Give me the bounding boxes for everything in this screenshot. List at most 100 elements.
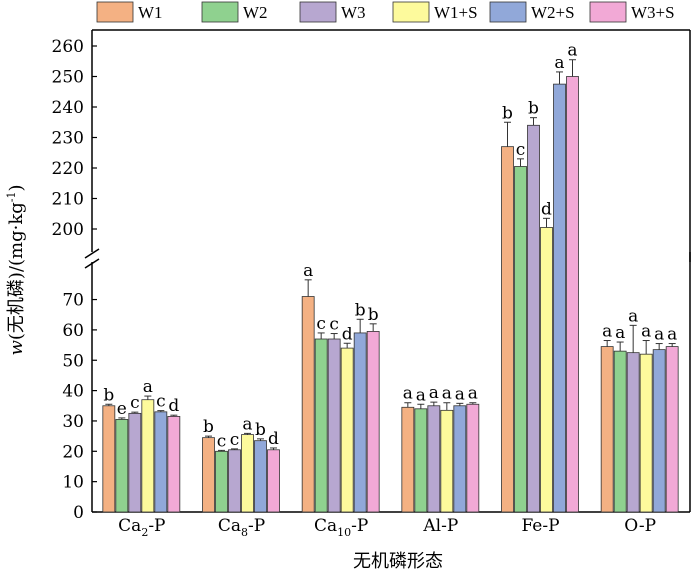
- legend: W1 W2 W3 W1+S W2+S W3+S: [96, 1, 675, 23]
- bar: [466, 403, 480, 513]
- y-tick-label: 70: [62, 291, 84, 311]
- significance-letter: c: [217, 431, 227, 451]
- significance-letter: b: [355, 300, 366, 320]
- y-tick-label: 250: [52, 68, 84, 88]
- legend-label: W3+S: [631, 3, 675, 22]
- bar: [440, 409, 454, 513]
- bar: [401, 406, 415, 513]
- legend-swatch: [201, 1, 239, 23]
- bar: [154, 411, 168, 513]
- axis-break-mark: [84, 258, 100, 269]
- y-tick-label: 50: [62, 351, 84, 371]
- category-label-suffix: -P: [248, 516, 265, 536]
- category-label: O-P: [624, 516, 656, 536]
- bar: [501, 146, 514, 513]
- bar: [115, 419, 129, 513]
- bar: [600, 346, 614, 513]
- y-axis-label-sup: -1: [5, 192, 18, 203]
- bar: [102, 405, 116, 513]
- bar: [639, 353, 653, 513]
- legend-swatch: [96, 1, 134, 23]
- y-tick-label: 230: [52, 129, 84, 149]
- tick-labels: 0 10 20 30 40 50 60 70 200 210 220 230 240 250 260: [52, 37, 84, 523]
- y-tick-label: 40: [62, 382, 84, 402]
- bar: [665, 346, 679, 513]
- significance-letter: b: [255, 420, 266, 440]
- category-label-suffix: -P: [351, 516, 368, 536]
- significance-letter: c: [516, 140, 526, 160]
- significance-letter: a: [442, 384, 452, 404]
- significance-letter: d: [541, 199, 552, 219]
- y-axis-label-close: ): [6, 184, 27, 191]
- y-tick-label: 0: [73, 503, 84, 523]
- significance-letter: a: [628, 306, 638, 326]
- bar: [626, 352, 640, 513]
- significance-letter: c: [156, 392, 166, 412]
- significance-letter: a: [641, 322, 651, 342]
- significance-letter: a: [403, 384, 413, 404]
- category-label: Ca2-P: [118, 516, 165, 539]
- legend-label: W2+S: [531, 3, 575, 22]
- y-tick-label: 10: [62, 473, 84, 493]
- category-label: Ca8-P: [218, 516, 265, 539]
- significance-letter: c: [130, 393, 140, 413]
- bar: [254, 440, 267, 513]
- bar: [414, 408, 428, 513]
- significance-letter: a: [303, 261, 313, 281]
- significance-letter: b: [203, 417, 214, 437]
- bar: [128, 412, 142, 513]
- category-label-main: Al-P: [422, 516, 458, 536]
- bar: [514, 166, 527, 513]
- y-axis-label-text: (无机磷)/(mg·kg: [6, 202, 27, 340]
- category-label-sub: 10: [337, 526, 351, 539]
- significance-letter: c: [230, 430, 240, 450]
- bar: [353, 332, 367, 513]
- legend-swatch: [589, 1, 627, 23]
- y-tick-label: 60: [62, 321, 84, 341]
- significance-letter: a: [455, 384, 465, 404]
- y-tick-label: 220: [52, 159, 84, 179]
- legend-swatch: [299, 1, 337, 23]
- significance-letter: a: [429, 383, 439, 403]
- significance-letter: c: [316, 314, 326, 334]
- significance-letter: a: [416, 385, 426, 405]
- bar: [566, 76, 579, 513]
- category-label: Fe-P: [521, 516, 559, 536]
- bar: [652, 349, 666, 513]
- category-label-main: Ca: [118, 516, 141, 536]
- significance-letter: a: [567, 41, 577, 61]
- axes: [84, 29, 691, 513]
- significance-letter: a: [143, 377, 153, 397]
- bar: [141, 399, 155, 513]
- legend-swatch: [392, 1, 430, 23]
- bar: [427, 405, 441, 513]
- legend-label: W1+S: [434, 3, 478, 22]
- bar: [553, 83, 566, 513]
- significance-letter: d: [168, 396, 179, 416]
- bar: [527, 124, 540, 513]
- legend-label: W1: [138, 3, 163, 22]
- category-label-main: Ca: [314, 516, 337, 536]
- significance-letter: b: [368, 305, 379, 325]
- significance-letter: d: [342, 324, 353, 344]
- y-tick-label: 260: [52, 37, 84, 57]
- bar: [366, 331, 380, 513]
- bar: [228, 449, 241, 513]
- bar: [340, 347, 354, 513]
- category-label-sub: 2: [141, 526, 148, 539]
- bar: [202, 437, 215, 513]
- bar: [540, 227, 553, 513]
- significance-letter: e: [117, 399, 127, 419]
- legend-label: W2: [243, 3, 268, 22]
- y-axis-label-var: w: [6, 340, 27, 356]
- significance-letter: a: [468, 384, 478, 404]
- category-label-main: O-P: [624, 516, 656, 536]
- x-axis-label: 无机磷形态: [353, 551, 443, 572]
- bar: [327, 338, 341, 513]
- significance-letter: a: [615, 323, 625, 343]
- significance-letter: b: [103, 385, 114, 405]
- category-label: Al-P: [422, 516, 458, 536]
- bar: [215, 450, 228, 513]
